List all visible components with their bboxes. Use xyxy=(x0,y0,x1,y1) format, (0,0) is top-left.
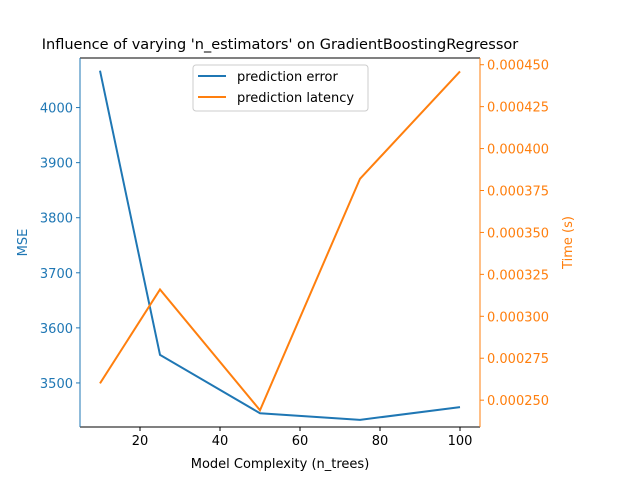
series-line-0 xyxy=(99,70,461,421)
y-tick-label: 3800 xyxy=(40,212,73,227)
legend xyxy=(192,64,369,112)
y-right-tick-label: 0.000450 xyxy=(487,59,549,74)
y-right-tick-label: 0.000425 xyxy=(487,101,549,116)
y-right-tick-label: 0.000350 xyxy=(487,226,549,241)
y-tick-label: 3900 xyxy=(40,157,73,172)
y-right-tick-label: 0.000325 xyxy=(487,268,549,283)
series-line-1 xyxy=(99,70,461,413)
x-tick-label: 20 xyxy=(132,434,149,449)
x-tick-label: 40 xyxy=(212,434,229,449)
y-tick-label: 3700 xyxy=(40,267,73,282)
x-tick-label: 60 xyxy=(292,434,309,449)
chart-title: Influence of varying 'n_estimators' on G… xyxy=(42,37,519,53)
y-right-tick-label: 0.000375 xyxy=(487,185,549,200)
y-right-axis-label: Time (s) xyxy=(561,216,576,270)
x-tick-label: 80 xyxy=(372,434,389,449)
y-tick-label: 3500 xyxy=(40,377,73,392)
y-right-tick-label: 0.000250 xyxy=(487,394,549,409)
x-tick-label: 100 xyxy=(448,434,473,449)
y-tick-label: 3600 xyxy=(40,322,73,337)
legend-label: prediction latency xyxy=(237,91,354,106)
y-right-tick-label: 0.000300 xyxy=(487,310,549,325)
legend-label: prediction error xyxy=(237,70,338,85)
y-right-tick-label: 0.000400 xyxy=(487,143,549,158)
x-axis-label: Model Complexity (n_trees) xyxy=(191,457,370,472)
y-right-tick-label: 0.000275 xyxy=(487,352,549,367)
y-tick-label: 4000 xyxy=(40,102,73,117)
y-axis-label: MSE xyxy=(16,229,31,257)
